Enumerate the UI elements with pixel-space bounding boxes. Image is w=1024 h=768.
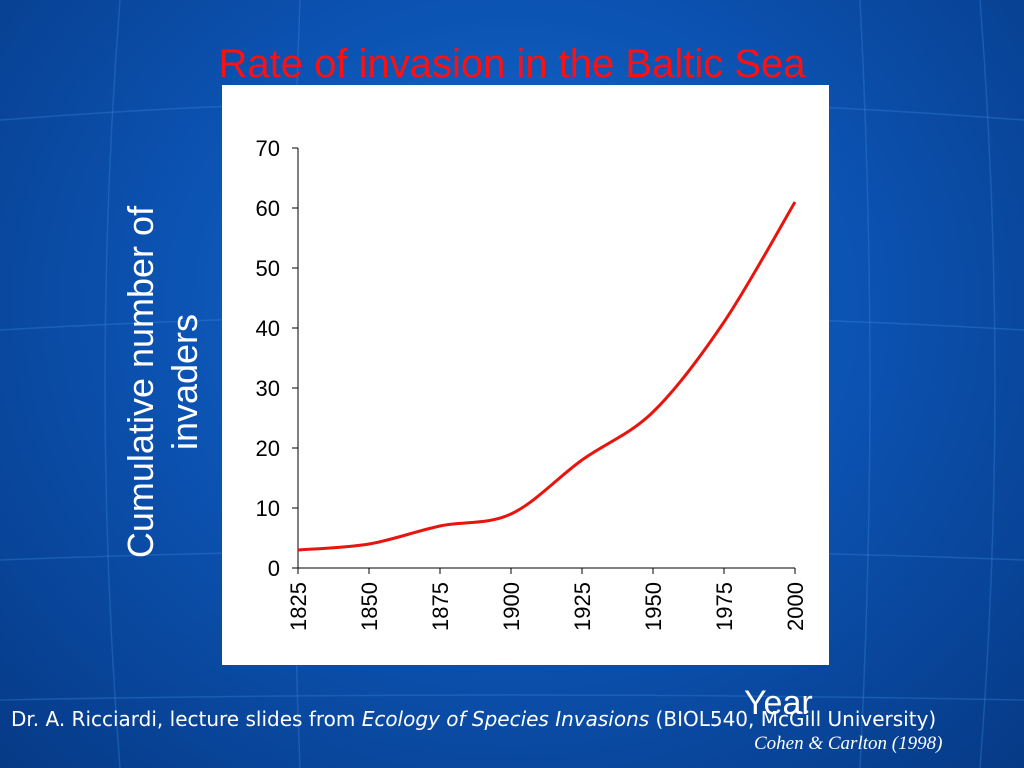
slide-title: Rate of invasion in the Baltic Sea xyxy=(218,42,806,86)
x-tick-label: 1875 xyxy=(428,582,453,631)
credit-course-title: Ecology of Species Invasions xyxy=(361,707,650,731)
y-tick-label: 50 xyxy=(256,256,280,281)
source-citation: Cohen & Carlton (1998) xyxy=(754,733,943,754)
x-tick-label: 1900 xyxy=(499,582,524,631)
y-tick-label: 20 xyxy=(256,436,280,461)
y-tick-label: 10 xyxy=(256,496,280,521)
series-line xyxy=(297,201,797,552)
x-tick-label: 1950 xyxy=(641,582,666,631)
x-tick-label: 1825 xyxy=(286,582,311,631)
credit-text: Dr. A. Ricciardi, lecture slides from Ec… xyxy=(11,703,936,735)
y-tick-label: 30 xyxy=(256,376,280,401)
x-tick-label: 1850 xyxy=(357,582,382,631)
credit-prefix: Dr. A. Ricciardi, lecture slides from xyxy=(11,707,362,731)
y-axis-label: Cumulative number of invaders xyxy=(120,205,205,559)
y-tick-label: 60 xyxy=(256,196,280,221)
credit-suffix: (BIOL540, McGill University) xyxy=(649,707,937,731)
x-tick-label: 1925 xyxy=(570,582,595,631)
x-tick-label: 1975 xyxy=(712,582,737,631)
x-tick-label: 2000 xyxy=(783,582,808,631)
line-chart: 0 10 20 30 40 50 60 70 1825 1850 1875 1900 1925 1950 1… xyxy=(256,136,808,631)
x-axis-label: Year xyxy=(744,684,813,722)
chart-panel: 0 10 20 30 40 50 60 70 1825 1850 1875 1900 1925 1950 1… xyxy=(222,85,829,665)
y-tick-label: 0 xyxy=(268,556,280,581)
y-tick-label: 40 xyxy=(256,316,280,341)
y-tick-label: 70 xyxy=(256,136,280,161)
